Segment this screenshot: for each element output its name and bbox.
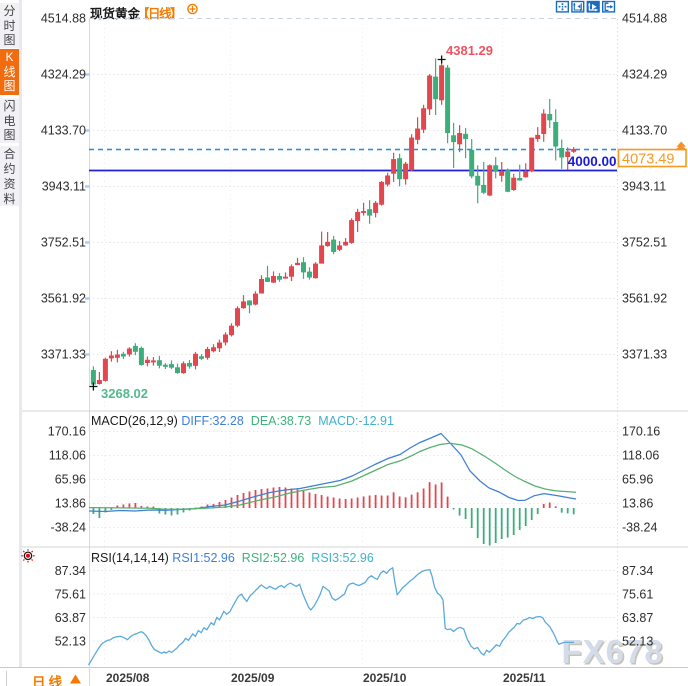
- svg-text:63.87: 63.87: [622, 611, 653, 625]
- svg-text:3268.02: 3268.02: [101, 386, 148, 401]
- svg-text:4324.29: 4324.29: [622, 67, 667, 81]
- svg-text:87.34: 87.34: [622, 564, 653, 578]
- svg-text:118.06: 118.06: [49, 448, 86, 462]
- svg-text:65.96: 65.96: [55, 472, 86, 486]
- svg-text:4133.70: 4133.70: [41, 123, 86, 137]
- svg-text:4000.00: 4000.00: [568, 154, 617, 169]
- svg-text:65.96: 65.96: [622, 472, 653, 486]
- svg-text:75.61: 75.61: [622, 587, 653, 601]
- svg-text:13.86: 13.86: [622, 496, 653, 510]
- svg-text:4073.49: 4073.49: [622, 152, 674, 168]
- svg-text:4133.70: 4133.70: [622, 123, 667, 137]
- svg-text:3943.11: 3943.11: [622, 179, 666, 193]
- svg-text:75.61: 75.61: [55, 587, 86, 601]
- svg-text:3561.92: 3561.92: [622, 291, 667, 305]
- svg-text:3371.33: 3371.33: [622, 347, 667, 361]
- svg-text:3752.51: 3752.51: [41, 235, 86, 249]
- svg-text:-38.24: -38.24: [622, 520, 657, 534]
- svg-text:FX678: FX678: [562, 633, 664, 670]
- svg-text:3371.33: 3371.33: [41, 347, 86, 361]
- svg-text:170.16: 170.16: [622, 424, 660, 438]
- svg-text:118.06: 118.06: [622, 448, 659, 462]
- svg-text:52.13: 52.13: [55, 634, 86, 648]
- svg-text:4324.29: 4324.29: [41, 67, 86, 81]
- svg-text:4514.88: 4514.88: [41, 11, 86, 25]
- svg-text:87.34: 87.34: [55, 564, 86, 578]
- svg-text:4514.88: 4514.88: [622, 11, 667, 25]
- svg-text:3943.11: 3943.11: [42, 179, 86, 193]
- svg-text:FX678: FX678: [563, 635, 665, 672]
- svg-text:-38.24: -38.24: [51, 520, 86, 534]
- svg-text:4381.29: 4381.29: [446, 43, 493, 58]
- svg-text:13.86: 13.86: [55, 496, 86, 510]
- svg-text:170.16: 170.16: [48, 424, 86, 438]
- svg-text:3561.92: 3561.92: [41, 291, 86, 305]
- svg-text:63.87: 63.87: [55, 611, 86, 625]
- svg-text:52.13: 52.13: [622, 634, 653, 648]
- svg-text:3752.51: 3752.51: [622, 235, 667, 249]
